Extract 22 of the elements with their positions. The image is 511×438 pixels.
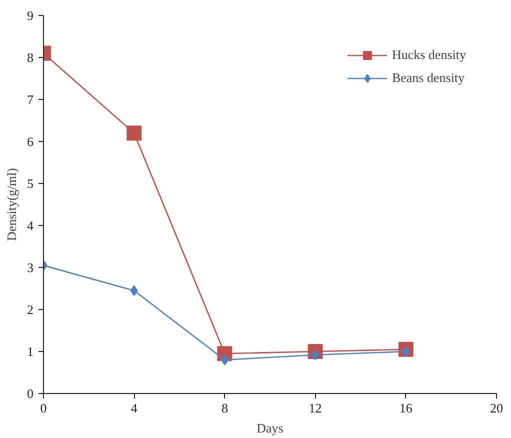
- y-tick-label: 4: [27, 218, 34, 233]
- x-tick-label: 16: [399, 400, 413, 416]
- legend-label: Hucks density: [392, 47, 466, 63]
- y-tick-label: 3: [27, 260, 34, 275]
- y-tick-label: 6: [27, 134, 34, 149]
- x-tick-label: 0: [40, 400, 47, 416]
- y-tick-label: 1: [27, 344, 34, 359]
- y-tick-label: 5: [27, 176, 34, 191]
- legend-label: Beans density: [392, 70, 465, 86]
- y-axis-title: Density(g/ml): [4, 168, 19, 241]
- x-tick-label: 20: [490, 400, 503, 416]
- x-tick-label: 4: [130, 400, 138, 416]
- y-tick-label: 9: [27, 8, 34, 23]
- y-tick-label: 0: [27, 386, 34, 401]
- y-tick-label: 2: [27, 302, 34, 317]
- y-tick-label: 8: [27, 50, 34, 65]
- point: [220, 354, 229, 366]
- x-axis-title: Days: [256, 420, 284, 436]
- x-tick-label: 12: [308, 400, 322, 416]
- x-tick-label: 8: [221, 400, 228, 416]
- point: [126, 126, 142, 141]
- y-tick-label: 7: [27, 92, 34, 107]
